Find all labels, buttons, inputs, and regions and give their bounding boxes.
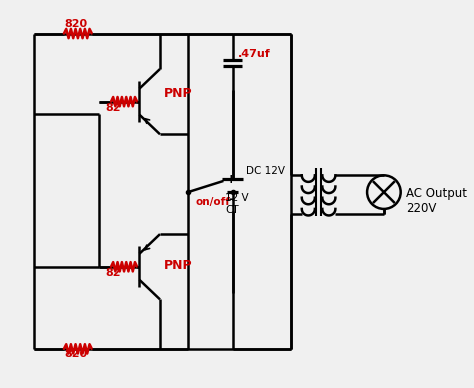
Text: DC 12V: DC 12V bbox=[246, 166, 285, 177]
Text: +: + bbox=[225, 173, 236, 186]
Text: 12 V
CT: 12 V CT bbox=[225, 193, 249, 215]
Text: -: - bbox=[228, 193, 233, 206]
Text: 82: 82 bbox=[105, 268, 121, 278]
Text: .47uf: .47uf bbox=[237, 49, 270, 59]
Text: PNP: PNP bbox=[164, 87, 192, 100]
Text: on/off: on/off bbox=[195, 197, 230, 207]
Text: 820: 820 bbox=[65, 19, 88, 29]
Text: 820: 820 bbox=[65, 349, 88, 359]
Text: AC Output
220V: AC Output 220V bbox=[406, 187, 467, 215]
Text: 82: 82 bbox=[105, 103, 121, 113]
Text: PNP: PNP bbox=[164, 259, 192, 272]
